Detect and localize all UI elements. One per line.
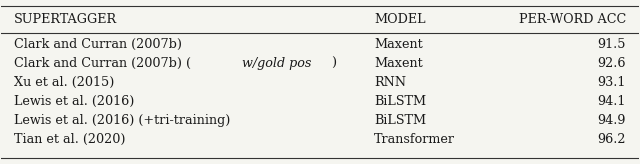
Text: 94.9: 94.9 [597,114,626,127]
Text: SUPERTAGGER: SUPERTAGGER [14,13,117,26]
Text: Clark and Curran (2007b) (: Clark and Curran (2007b) ( [14,57,191,70]
Text: Xu et al. (2015): Xu et al. (2015) [14,76,115,89]
Text: 92.6: 92.6 [597,57,626,70]
Text: BiLSTM: BiLSTM [374,95,426,108]
Text: Lewis et al. (2016) (+tri-training): Lewis et al. (2016) (+tri-training) [14,114,230,127]
Text: Lewis et al. (2016): Lewis et al. (2016) [14,95,134,108]
Text: Maxent: Maxent [374,57,423,70]
Text: 96.2: 96.2 [597,133,626,146]
Text: 94.1: 94.1 [598,95,626,108]
Text: w/gold pos: w/gold pos [241,57,311,70]
Text: Transformer: Transformer [374,133,455,146]
Text: 91.5: 91.5 [597,38,626,51]
Text: Tian et al. (2020): Tian et al. (2020) [14,133,125,146]
Text: MODEL: MODEL [374,13,426,26]
Text: ): ) [331,57,336,70]
Text: 93.1: 93.1 [598,76,626,89]
Text: Clark and Curran (2007b): Clark and Curran (2007b) [14,38,182,51]
Text: RNN: RNN [374,76,406,89]
Text: BiLSTM: BiLSTM [374,114,426,127]
Text: Maxent: Maxent [374,38,423,51]
Text: PER-WORD ACC: PER-WORD ACC [518,13,626,26]
